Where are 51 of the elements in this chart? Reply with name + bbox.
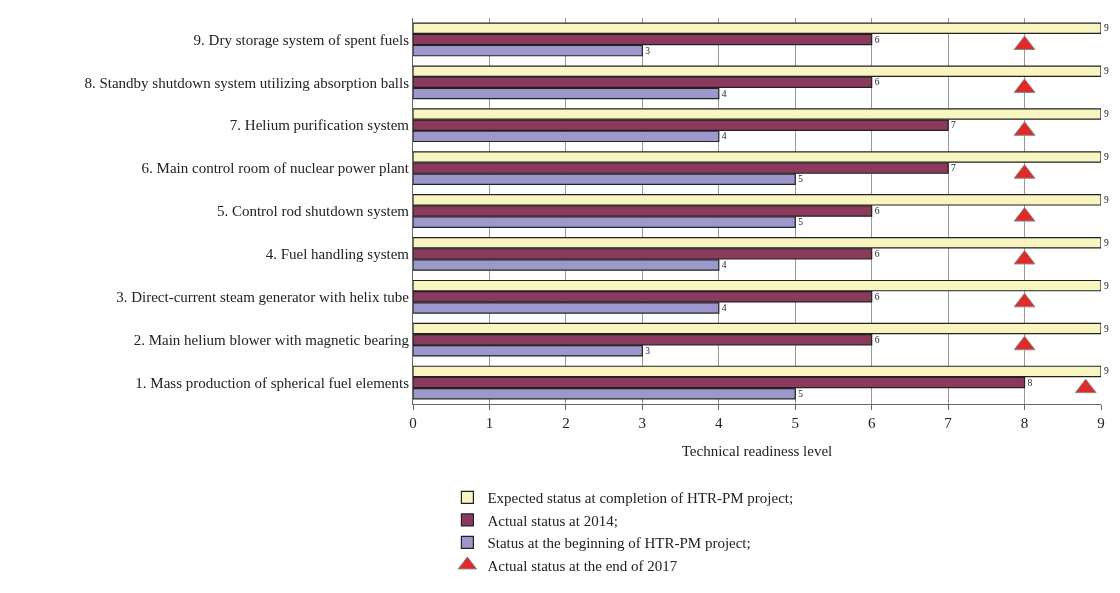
data-label: 9 bbox=[1104, 151, 1109, 163]
x-tick-label: 5 bbox=[791, 415, 799, 431]
x-tick-label: 7 bbox=[944, 415, 953, 431]
y-tick-label: 3. Direct-current steam generator with helix tube bbox=[116, 289, 410, 306]
data-label: 5 bbox=[798, 387, 804, 399]
x-tick-label: 2 bbox=[562, 415, 570, 431]
y-tick-label: 6. Main control room of nuclear power plant bbox=[141, 160, 410, 177]
data-label: 6 bbox=[874, 76, 880, 88]
y-tick-label: 2. Main helium blower with magnetic bearing bbox=[133, 331, 410, 348]
y-tick-label: 8. Standby shutdown system utilizing absorption balls bbox=[84, 74, 410, 91]
data-label: 9 bbox=[1104, 236, 1109, 248]
data-label: 5 bbox=[798, 216, 804, 228]
data-label: 3 bbox=[645, 44, 651, 56]
data-label: 9 bbox=[1104, 193, 1109, 205]
x-tick-label: 9 bbox=[1097, 415, 1105, 431]
legend-label: Actual status at the end of 2017 bbox=[487, 557, 678, 574]
y-tick-label: 1. Mass production of spherical fuel elements bbox=[135, 374, 410, 391]
x-tick-label: 3 bbox=[638, 415, 647, 431]
data-label: 4 bbox=[721, 259, 727, 271]
data-label: 6 bbox=[874, 33, 880, 45]
x-tick-label: 4 bbox=[715, 415, 724, 431]
x-tick-label: 1 bbox=[485, 415, 494, 431]
data-label: 7 bbox=[951, 119, 957, 131]
data-label: 6 bbox=[874, 205, 880, 217]
data-label: 5 bbox=[798, 173, 804, 185]
x-tick-label: 8 bbox=[1020, 415, 1029, 431]
data-label: 3 bbox=[645, 344, 651, 356]
x-tick-label: 6 bbox=[867, 415, 876, 431]
data-label: 6 bbox=[874, 247, 880, 259]
data-label: 9 bbox=[1104, 65, 1109, 77]
data-label: 9 bbox=[1104, 322, 1109, 334]
data-label: 4 bbox=[721, 87, 727, 99]
data-label: 6 bbox=[874, 333, 880, 345]
data-label: 9 bbox=[1104, 279, 1109, 291]
y-tick-label: 9. Dry storage system of spent fuels bbox=[193, 31, 410, 48]
data-label: 4 bbox=[721, 130, 727, 142]
legend-label: Status at the beginning of HTR-PM project; bbox=[487, 535, 751, 552]
data-label: 9 bbox=[1104, 108, 1109, 120]
legend-label: Expected status at completion of HTR-PM project; bbox=[487, 490, 794, 507]
data-label: 8 bbox=[1027, 376, 1033, 388]
data-label: 4 bbox=[721, 302, 727, 314]
y-tick-label: 7. Helium purification system bbox=[229, 117, 410, 134]
y-tick-label: 5. Control rod shutdown system bbox=[216, 203, 410, 220]
data-label: 6 bbox=[874, 290, 880, 302]
x-axis-title: Technical readiness level bbox=[681, 443, 833, 459]
data-label: 7 bbox=[951, 162, 957, 174]
data-label: 9 bbox=[1104, 22, 1109, 34]
x-tick-label: 0 bbox=[409, 415, 417, 431]
legend-label: Actual status at 2014; bbox=[487, 512, 618, 529]
y-tick-label: 4. Fuel handling system bbox=[265, 246, 410, 263]
data-label: 9 bbox=[1104, 365, 1109, 377]
